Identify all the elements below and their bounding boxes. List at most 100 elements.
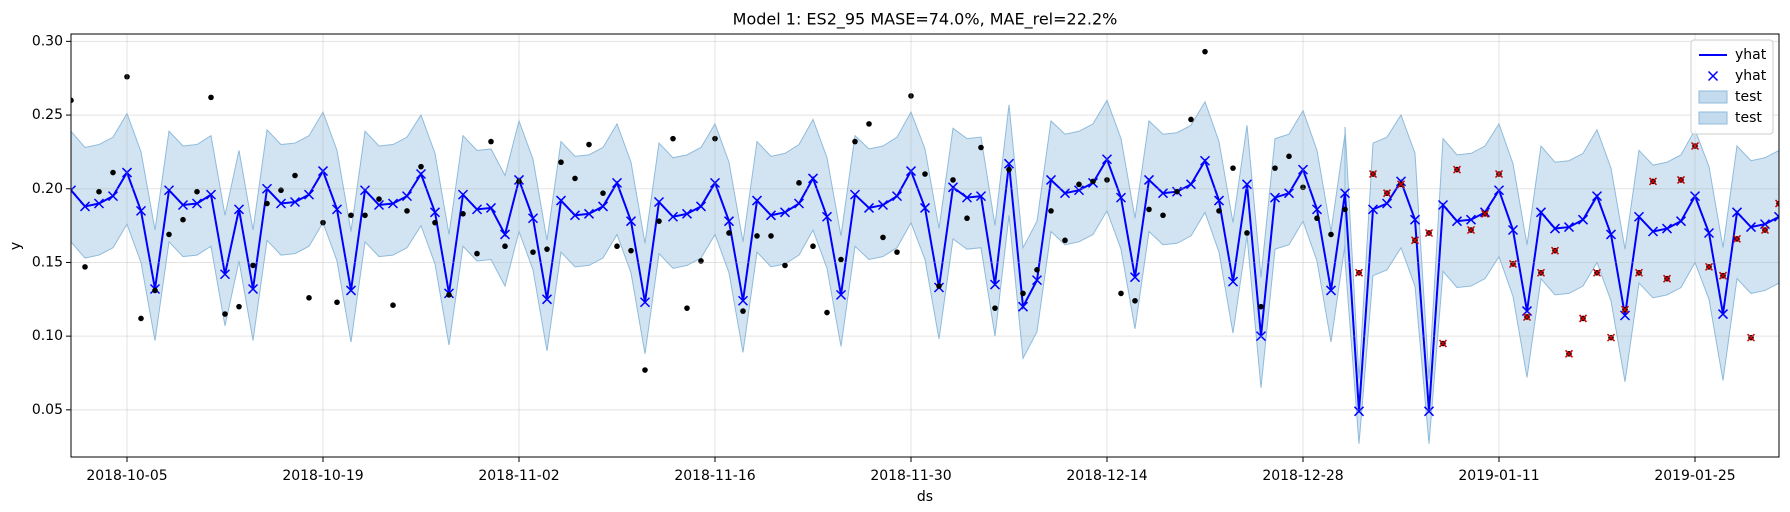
actual-point <box>1034 267 1040 273</box>
actual-point <box>1328 231 1334 238</box>
x-marker <box>1592 268 1602 277</box>
y-tick-label: 0.25 <box>32 107 63 123</box>
x-marker <box>1620 305 1630 314</box>
x-marker <box>317 166 329 177</box>
x-marker <box>1354 268 1364 277</box>
x-marker <box>1508 259 1518 268</box>
actual-point <box>71 97 74 104</box>
actual-point <box>432 219 438 226</box>
x-marker <box>401 191 413 202</box>
actual-point <box>810 243 816 250</box>
x-marker <box>1745 222 1757 233</box>
actual-point <box>250 262 256 269</box>
actual-point <box>1202 48 1208 55</box>
x-marker <box>1676 175 1686 184</box>
legend-swatch <box>1698 90 1728 104</box>
x-marker <box>681 208 693 219</box>
actual-point <box>698 258 704 264</box>
x-marker <box>947 182 959 193</box>
actual-point <box>208 94 214 101</box>
y-tick-label: 0.05 <box>32 402 63 418</box>
actual-point <box>1132 297 1138 304</box>
x-axis-label: ds <box>917 489 933 505</box>
x-marker <box>1003 158 1015 169</box>
x-marker <box>1704 262 1714 271</box>
x-marker <box>1157 188 1169 199</box>
actual-point <box>544 246 550 252</box>
actual-point <box>348 212 354 219</box>
actual-point <box>824 309 830 316</box>
x-marker <box>135 205 147 216</box>
actual-point <box>82 264 88 270</box>
x-marker <box>541 294 553 305</box>
x-marker <box>1339 188 1351 199</box>
actual-point <box>474 250 480 257</box>
actual-point <box>866 121 872 127</box>
x-marker <box>345 285 357 296</box>
x-marker <box>1395 176 1407 187</box>
x-marker <box>1690 141 1700 151</box>
actual-point <box>530 249 536 255</box>
confidence-band <box>71 99 1346 388</box>
x-marker <box>359 185 371 196</box>
actual-point <box>852 138 858 145</box>
legend-label: test <box>1735 89 1762 105</box>
x-marker <box>415 168 427 180</box>
actual-point <box>656 218 662 224</box>
y-axis-label: y <box>8 242 24 250</box>
x-marker <box>1466 225 1476 235</box>
x-marker <box>1550 246 1560 255</box>
actual-point <box>1286 153 1292 160</box>
x-marker <box>1746 333 1756 342</box>
x-marker <box>289 196 301 208</box>
actual-point <box>264 200 270 207</box>
x-marker <box>233 204 245 215</box>
x-marker <box>1283 188 1295 199</box>
x-marker <box>639 297 651 308</box>
x-marker <box>1353 406 1365 417</box>
plot-area <box>71 48 1779 444</box>
legend-box <box>1690 39 1774 135</box>
actual-point <box>978 144 984 151</box>
x-marker <box>1577 214 1589 225</box>
actual-point <box>166 231 172 238</box>
actual-point <box>572 175 578 182</box>
x-marker <box>163 185 175 196</box>
actual-point <box>1342 206 1348 213</box>
x-marker <box>247 283 259 295</box>
x-marker <box>989 279 1001 290</box>
actual-point <box>586 141 592 148</box>
actual-point <box>362 212 368 219</box>
x-marker <box>1101 154 1113 165</box>
actual-point <box>194 188 200 195</box>
actual-point <box>1230 165 1236 171</box>
x-marker <box>891 191 903 202</box>
x-tick-label: 2018-11-16 <box>674 468 755 484</box>
x-marker <box>751 195 763 206</box>
x-marker <box>275 198 287 209</box>
x-marker <box>779 207 791 218</box>
x-marker <box>1633 211 1645 222</box>
actual-point <box>236 303 242 310</box>
chart-title: Model 1: ES2_95 MASE=74.0%, MAE_rel=22.2… <box>733 10 1118 30</box>
x-marker <box>1059 188 1071 199</box>
x-marker <box>975 191 987 202</box>
actual-point <box>1146 206 1152 213</box>
legend-label: yhat <box>1735 47 1767 63</box>
actual-point <box>558 159 564 166</box>
x-marker <box>1424 228 1434 238</box>
actual-point <box>936 283 942 289</box>
x-marker <box>1213 195 1225 206</box>
x-marker <box>429 207 441 218</box>
x-marker <box>373 199 385 210</box>
x-marker <box>1227 276 1239 287</box>
x-marker <box>1381 198 1393 209</box>
actual-point <box>908 93 914 99</box>
actual-point <box>796 180 802 186</box>
x-marker <box>1255 331 1267 342</box>
actual-point <box>1104 177 1110 183</box>
x-marker <box>1522 312 1532 322</box>
actual-point <box>446 292 452 298</box>
x-marker <box>877 199 889 210</box>
